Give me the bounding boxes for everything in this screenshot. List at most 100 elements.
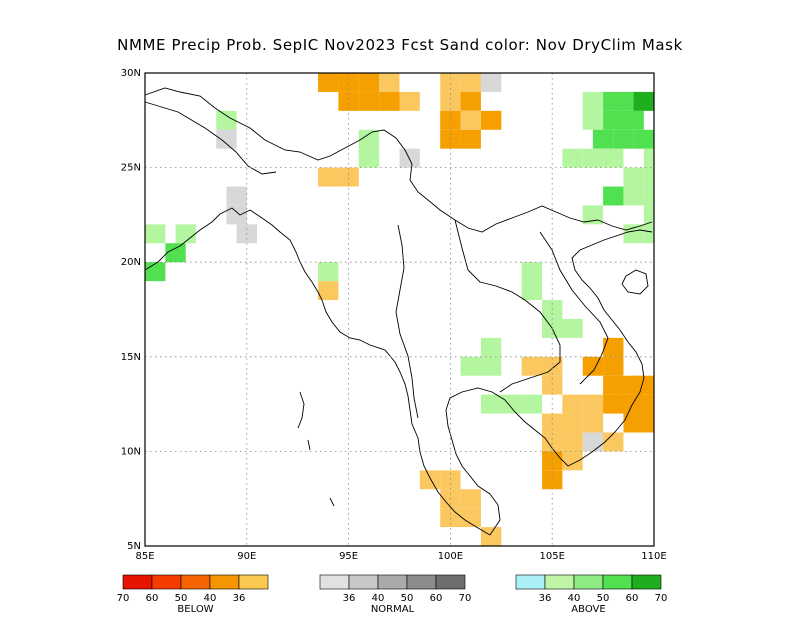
lon-label: 100E bbox=[438, 551, 463, 562]
probability-cell bbox=[358, 129, 380, 149]
probability-cell bbox=[165, 243, 186, 263]
legend-tick: 40 bbox=[372, 593, 385, 604]
probability-cell bbox=[480, 337, 502, 357]
probability-cell bbox=[633, 394, 654, 414]
probability-cell bbox=[145, 262, 166, 282]
probability-cell bbox=[460, 508, 481, 528]
probability-cell bbox=[643, 224, 654, 244]
legend-swatch bbox=[348, 574, 379, 590]
probability-cell bbox=[623, 110, 644, 130]
map-title: NMME Precip Prob. SepIC Nov2023 Fcst San… bbox=[117, 36, 683, 54]
legend-swatch bbox=[122, 574, 153, 590]
probability-cell bbox=[603, 394, 624, 414]
probability-cell bbox=[440, 91, 461, 111]
lat-label: 10N bbox=[121, 446, 141, 457]
legend-tick: 60 bbox=[430, 593, 443, 604]
legend-tick: 70 bbox=[117, 593, 130, 604]
legend-tick: 36 bbox=[539, 593, 552, 604]
probability-cell bbox=[521, 262, 543, 282]
coastline-bay-of-bengal bbox=[144, 207, 491, 536]
probability-cell bbox=[226, 205, 247, 225]
probability-cell bbox=[643, 167, 654, 187]
probability-cell bbox=[592, 129, 614, 149]
border-north bbox=[144, 87, 599, 233]
lat-label: 25N bbox=[121, 163, 141, 174]
probability-cell bbox=[542, 432, 563, 452]
probability-cell bbox=[582, 205, 604, 225]
probability-cell bbox=[643, 205, 654, 225]
legend-swatch bbox=[209, 574, 240, 590]
probability-cell bbox=[480, 73, 502, 92]
probability-cell bbox=[603, 110, 624, 130]
probability-cell bbox=[318, 262, 339, 282]
legend-tick: 60 bbox=[626, 593, 639, 604]
probability-cell bbox=[226, 186, 247, 206]
legend-tick: 50 bbox=[597, 593, 610, 604]
lon-label: 90E bbox=[237, 551, 256, 562]
probability-cell bbox=[358, 91, 380, 111]
probability-cell bbox=[562, 394, 583, 414]
probability-cell bbox=[318, 167, 339, 187]
probability-cell bbox=[582, 356, 604, 376]
legend-swatch bbox=[180, 574, 211, 590]
legend-swatch bbox=[602, 574, 633, 590]
probability-cell bbox=[216, 110, 237, 130]
probability-cell bbox=[338, 73, 359, 92]
grid-lines bbox=[145, 73, 654, 546]
probability-cell bbox=[643, 148, 654, 168]
probability-cell bbox=[603, 432, 624, 452]
probability-cell bbox=[338, 91, 359, 111]
probability-cell bbox=[562, 432, 583, 452]
probability-cell bbox=[562, 451, 583, 471]
probability-cell bbox=[216, 129, 237, 149]
probability-cell bbox=[318, 281, 339, 301]
coastlines bbox=[144, 87, 653, 536]
probability-cell bbox=[521, 281, 543, 301]
lon-label: 85E bbox=[135, 551, 154, 562]
probability-cell bbox=[603, 356, 624, 376]
lat-label: 15N bbox=[121, 352, 141, 363]
legend-tick: 70 bbox=[655, 593, 668, 604]
probability-cell bbox=[582, 148, 604, 168]
probability-cell bbox=[542, 451, 563, 471]
probability-cell bbox=[358, 148, 380, 168]
longitude-labels: 85E 90E 95E 100E 105E 110E bbox=[135, 551, 666, 562]
coastline-andaman-islands bbox=[297, 391, 305, 429]
probability-cell bbox=[460, 73, 481, 92]
border-myanmar-thailand bbox=[395, 224, 419, 419]
probability-cell bbox=[480, 394, 502, 414]
probability-cell bbox=[480, 356, 502, 376]
probability-cell bbox=[633, 375, 654, 395]
map-frame bbox=[144, 72, 655, 547]
legend-above: 36 40 50 60 70 ABOVE bbox=[515, 574, 668, 615]
probability-cell bbox=[521, 394, 543, 414]
legend-below: 70 60 50 40 36 BELOW bbox=[117, 574, 269, 615]
probability-cell bbox=[521, 356, 543, 376]
probability-cell bbox=[633, 129, 654, 149]
probability-cell bbox=[623, 186, 644, 206]
probability-cell bbox=[623, 224, 644, 244]
legend-normal: 36 40 50 60 70 NORMAL bbox=[319, 574, 472, 615]
probability-cell bbox=[175, 224, 196, 244]
lon-label: 105E bbox=[539, 551, 564, 562]
probability-cell bbox=[562, 318, 583, 338]
coastline-gulf-of-thailand bbox=[445, 229, 653, 536]
legend-name: ABOVE bbox=[571, 604, 605, 615]
border-indochina bbox=[454, 219, 561, 393]
legend-swatch bbox=[406, 574, 437, 590]
legend-tick: 70 bbox=[459, 593, 472, 604]
probability-cell bbox=[399, 91, 420, 111]
probability-cell bbox=[603, 337, 624, 357]
probability-cell bbox=[358, 73, 380, 92]
legend-swatch bbox=[515, 574, 546, 590]
probability-cell bbox=[633, 413, 654, 433]
legend-name: BELOW bbox=[177, 604, 213, 615]
probability-cell bbox=[582, 432, 604, 452]
coastline-hainan bbox=[621, 269, 649, 295]
probability-cell bbox=[582, 91, 604, 111]
lon-label: 110E bbox=[641, 551, 666, 562]
legend-tick: 50 bbox=[401, 593, 414, 604]
probability-cell bbox=[542, 470, 563, 490]
probability-cell bbox=[582, 394, 604, 414]
